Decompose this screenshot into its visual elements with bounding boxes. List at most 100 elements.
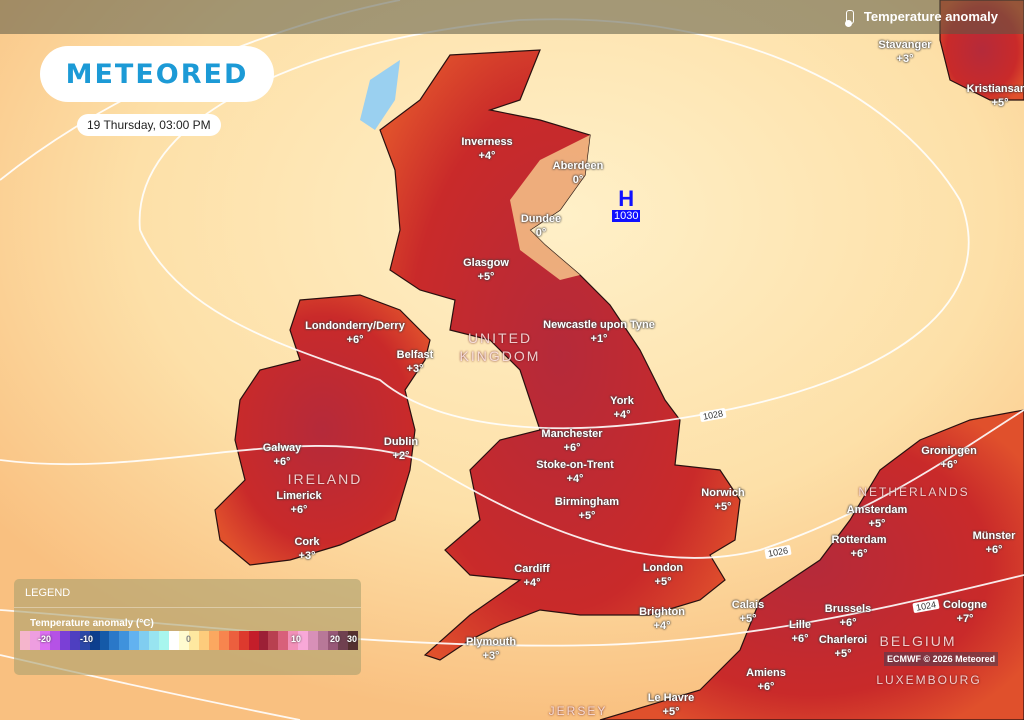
city-name: Stoke-on-Trent	[536, 459, 614, 471]
east-scotland-cool	[510, 135, 590, 280]
high-pressure-marker: H 1030	[612, 188, 641, 222]
city-anomaly-value: +6°	[290, 504, 308, 516]
continent-land	[599, 409, 1024, 720]
city-name: Brighton	[639, 606, 685, 618]
meteored-logo[interactable]: METEORED	[40, 46, 274, 102]
city-name: Glasgow	[463, 257, 509, 269]
city-name: Aberdeen	[552, 160, 604, 172]
scale-swatch	[59, 631, 70, 650]
city-name: Dundee	[520, 213, 562, 225]
city-label[interactable]: Dundee 0°	[521, 212, 561, 240]
city-name: York	[610, 395, 634, 407]
city-name: Münster	[972, 530, 1016, 542]
city-label[interactable]: Limerick +6°	[276, 489, 321, 517]
city-name: Inverness	[461, 136, 513, 148]
city-label[interactable]: Amiens +6°	[746, 666, 786, 694]
city-label[interactable]: Münster +6°	[973, 529, 1016, 557]
city-anomaly-value: +6°	[839, 617, 857, 629]
city-name: Cardiff	[514, 563, 550, 575]
city-anomaly-value: 0°	[572, 174, 584, 186]
city-anomaly-value: +5°	[868, 518, 886, 530]
scale-swatch	[198, 631, 209, 650]
color-scale: -20 -10 0 10 20 30	[20, 631, 358, 650]
city-anomaly-value: +4°	[523, 577, 541, 589]
city-label[interactable]: Newcastle upon Tyne +1°	[543, 318, 655, 346]
city-anomaly-value: +5°	[834, 648, 852, 660]
hebrides-land	[360, 60, 400, 130]
city-label[interactable]: Amsterdam +5°	[847, 503, 908, 531]
city-label[interactable]: Le Havre +5°	[648, 691, 694, 719]
city-name: Galway	[262, 442, 302, 454]
city-anomaly-value: +4°	[478, 150, 496, 162]
city-label[interactable]: Aberdeen 0°	[553, 159, 604, 187]
scale-swatch	[278, 631, 289, 650]
city-label[interactable]: Plymouth +3°	[466, 635, 516, 663]
city-name: Manchester	[541, 428, 603, 440]
city-label[interactable]: Charleroi +5°	[819, 633, 867, 661]
city-label[interactable]: Stoke-on-Trent +4°	[536, 458, 614, 486]
layer-title: Temperature anomaly	[863, 9, 998, 24]
city-anomaly-value: +5°	[662, 706, 680, 718]
city-label[interactable]: Kristiansand +5°	[967, 82, 1024, 110]
city-anomaly-value: +4°	[613, 409, 631, 421]
city-anomaly-value: +3°	[406, 363, 424, 375]
country-label: IRELAND	[287, 471, 363, 487]
country-label: JERSEY	[548, 704, 608, 718]
scale-swatch	[109, 631, 120, 650]
scale-swatch	[139, 631, 150, 650]
city-label[interactable]: Dublin +2°	[384, 435, 418, 463]
logo-text: METEORED	[65, 58, 249, 90]
city-anomaly-value: +4°	[653, 620, 671, 632]
city-label[interactable]: Stavanger +3°	[878, 38, 931, 66]
scale-swatch	[347, 631, 358, 650]
scale-swatch	[29, 631, 40, 650]
city-label[interactable]: Calais +5°	[732, 598, 764, 626]
scale-swatch	[129, 631, 140, 650]
scale-swatch	[179, 631, 189, 650]
scale-swatch	[169, 631, 179, 650]
city-anomaly-value: +6°	[346, 334, 364, 346]
city-name: Charleroi	[818, 634, 868, 646]
city-label[interactable]: Rotterdam +6°	[831, 533, 886, 561]
legend-scale-title: Temperature anomaly (°C)	[30, 618, 154, 629]
country-label: KINGDOM	[459, 348, 541, 364]
city-name: Londonderry/Derry	[305, 320, 405, 332]
city-name: Amiens	[746, 667, 786, 679]
city-label[interactable]: Brighton +4°	[639, 605, 685, 633]
city-label[interactable]: Norwich +5°	[701, 486, 744, 514]
city-anomaly-value: +5°	[714, 501, 732, 513]
layer-selector[interactable]: Temperature anomaly	[844, 9, 998, 27]
city-label[interactable]: Londonderry/Derry +6°	[305, 319, 405, 347]
scale-tick: 0	[186, 634, 192, 644]
city-anomaly-value: 0°	[535, 227, 547, 239]
city-anomaly-value: +1°	[590, 333, 608, 345]
scale-swatch	[188, 631, 199, 650]
city-label[interactable]: Lille +6°	[789, 618, 811, 646]
city-label[interactable]: Inverness +4°	[461, 135, 512, 163]
scale-swatch	[338, 631, 348, 650]
city-label[interactable]: Manchester +6°	[541, 427, 602, 455]
scale-swatch	[258, 631, 269, 650]
city-anomaly-value: +6°	[985, 544, 1003, 556]
city-label[interactable]: London +5°	[643, 561, 683, 589]
city-label[interactable]: Cardiff +4°	[514, 562, 549, 590]
scale-swatch	[268, 631, 279, 650]
city-name: Birmingham	[554, 496, 620, 508]
forecast-time: 19 Thursday, 03:00 PM	[77, 114, 221, 136]
city-label[interactable]: Belfast +3°	[397, 348, 434, 376]
city-name: Limerick	[276, 490, 322, 502]
city-label[interactable]: Galway +6°	[263, 441, 302, 469]
city-label[interactable]: Glasgow +5°	[463, 256, 509, 284]
city-label[interactable]: Brussels +6°	[825, 602, 871, 630]
scale-swatch	[228, 631, 239, 650]
city-label[interactable]: Cologne +7°	[943, 598, 987, 626]
city-label[interactable]: York +4°	[610, 394, 634, 422]
city-label[interactable]: Cork +3°	[294, 535, 319, 563]
city-name: Norwich	[701, 487, 745, 499]
scale-swatch	[159, 631, 170, 650]
scale-swatch	[89, 631, 100, 650]
city-label[interactable]: Groningen +6°	[921, 444, 977, 472]
city-name: Le Havre	[647, 692, 695, 704]
city-anomaly-value: +5°	[991, 97, 1009, 109]
city-label[interactable]: Birmingham +5°	[555, 495, 619, 523]
